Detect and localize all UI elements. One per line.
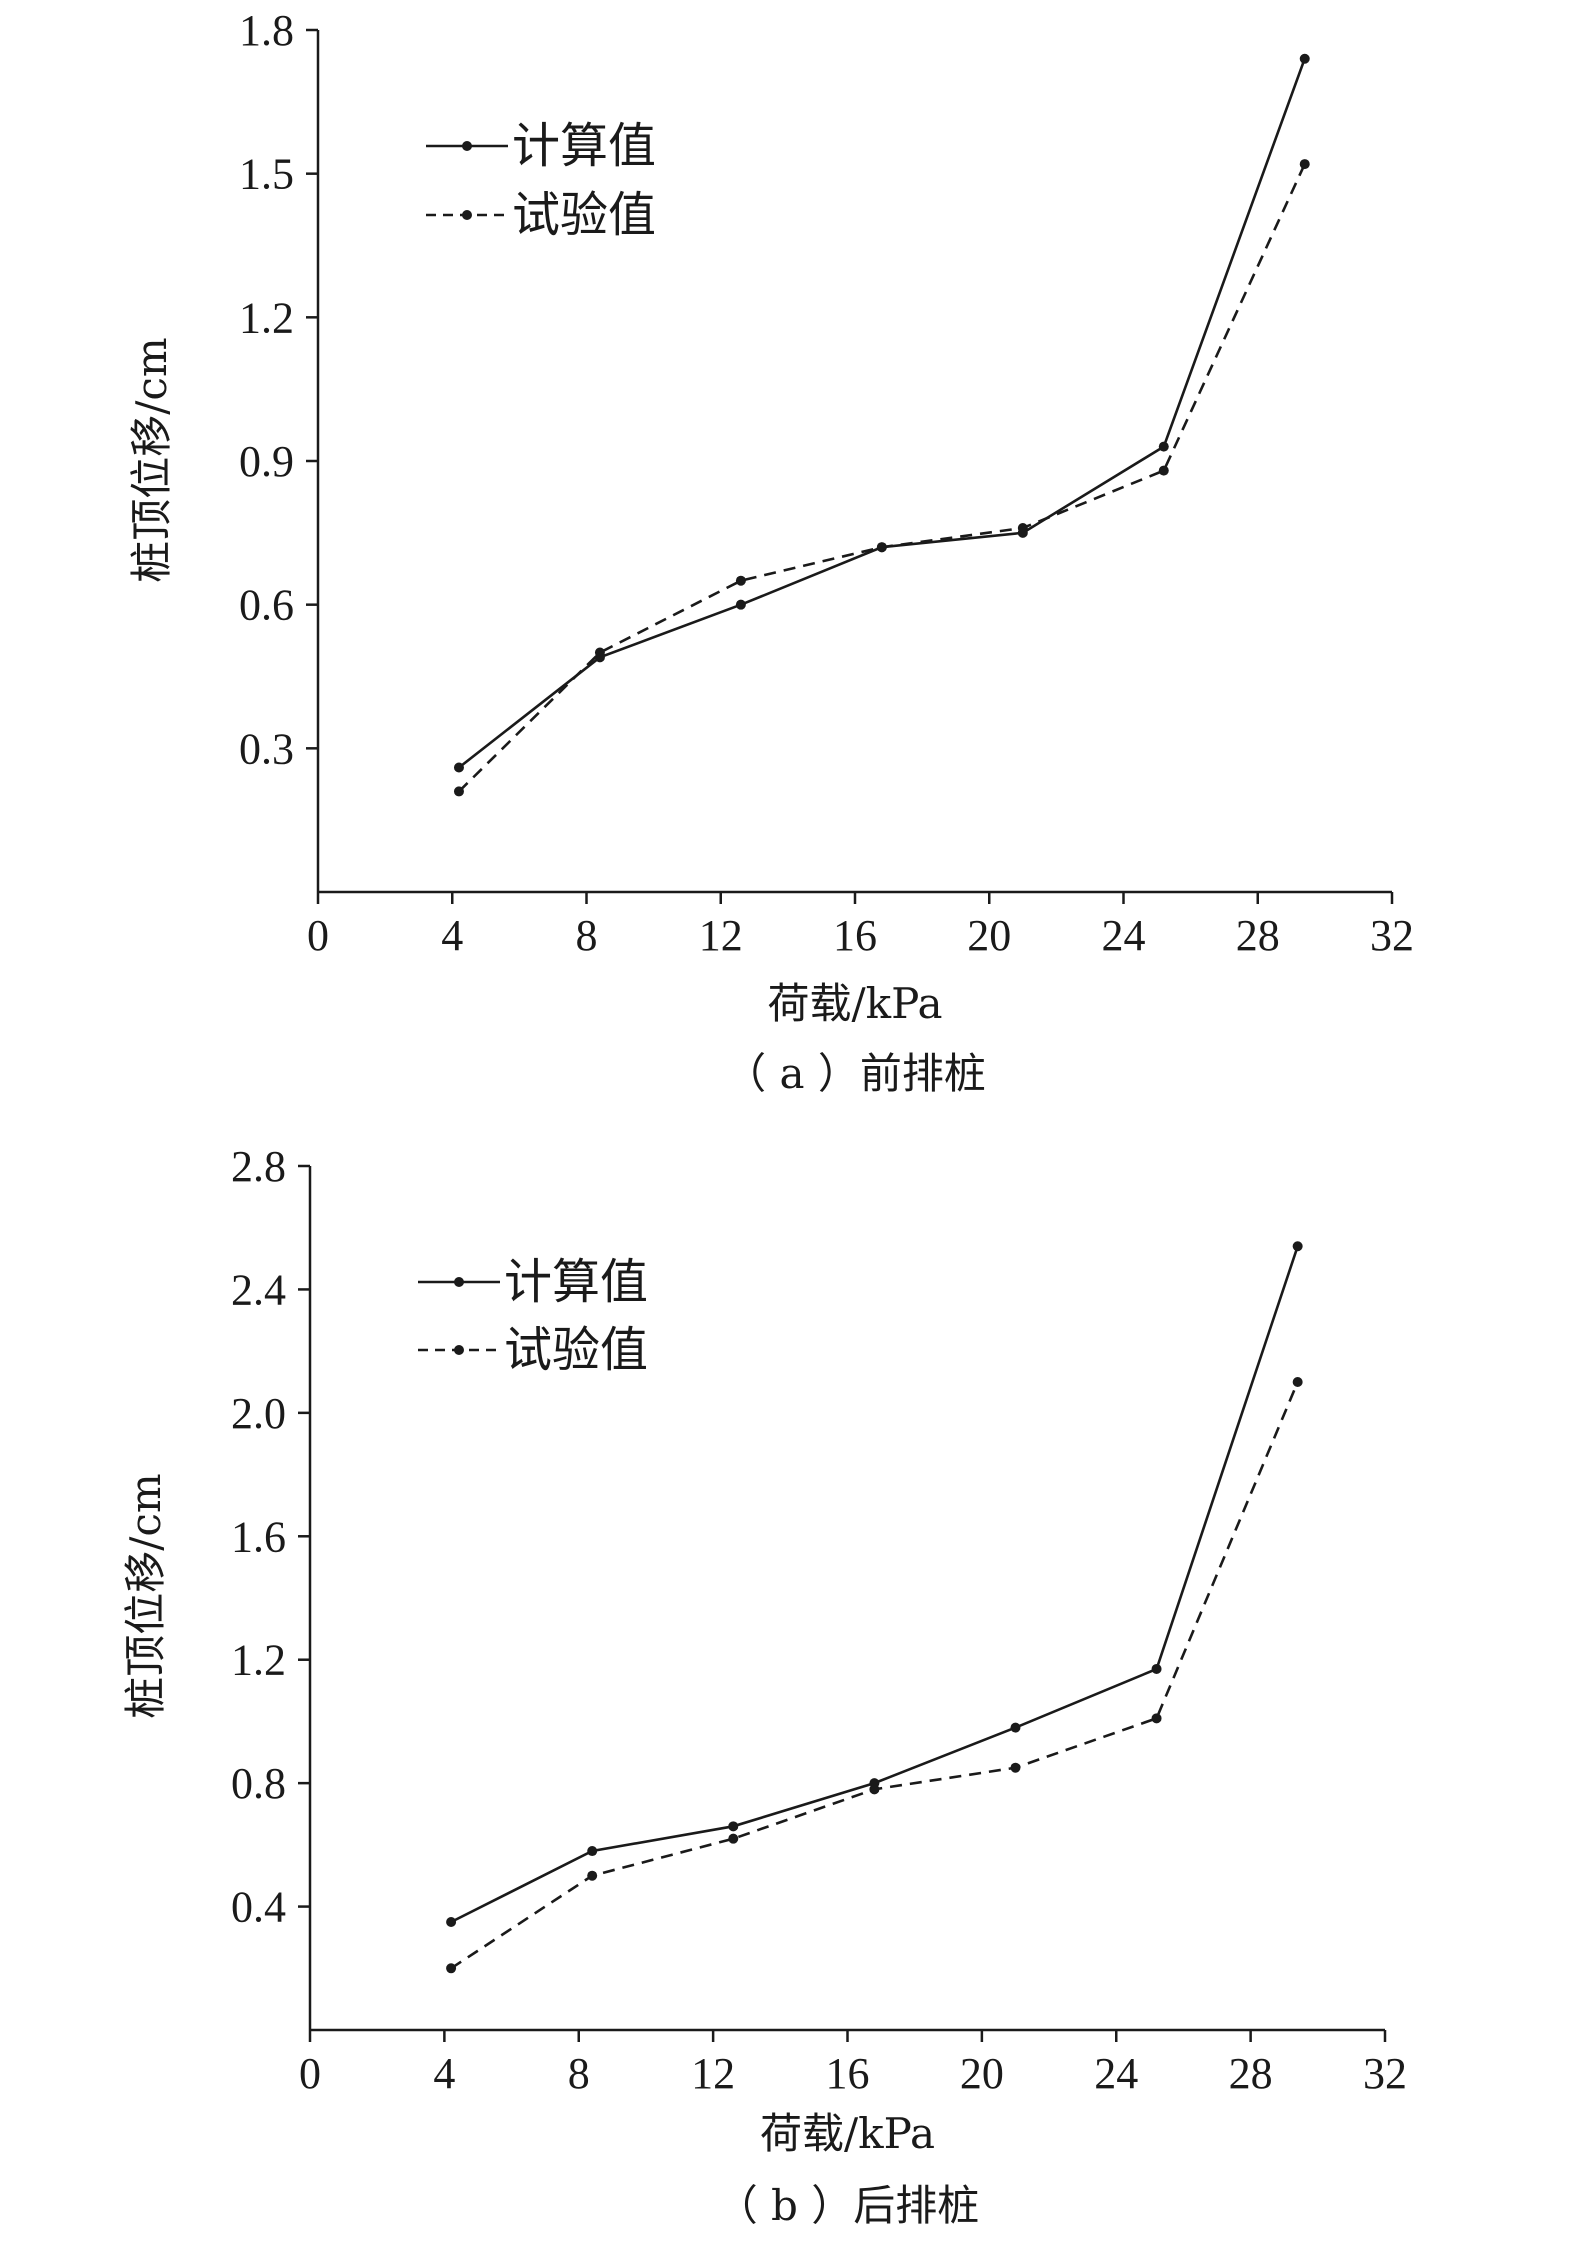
x-tick-label: 12	[691, 2049, 735, 2098]
y-tick-label: 2.0	[231, 1389, 286, 1438]
x-tick-label: 32	[1370, 911, 1414, 960]
y-tick-label: 1.2	[239, 293, 294, 342]
data-point-measured	[735, 575, 746, 586]
chart-b-svg: 0 4 8 12 16 20 24 28 32 0.4 0.8 1.2 1.6 2.0 2.4 2.8 荷载/k…	[121, 1142, 1407, 2230]
legend-label: 试验值	[504, 1322, 648, 1378]
y-tick-label: 0.9	[239, 437, 294, 486]
legend-marker-calculated	[454, 1277, 464, 1287]
x-tick-label: 16	[833, 911, 877, 960]
y-axis-title: 桩顶位移/cm	[127, 337, 176, 583]
data-point-calculated	[446, 1917, 457, 1927]
data-point-calculated	[587, 1846, 598, 1857]
y-tick-label: 1.2	[231, 1636, 286, 1685]
x-tick-label: 20	[960, 2049, 1004, 2098]
x-tick-label: 16	[826, 2049, 870, 2098]
x-tick-label: 8	[576, 911, 598, 960]
data-point-measured	[594, 647, 605, 658]
x-axis-title: 荷载/kPa	[767, 979, 942, 1028]
x-tick-label: 4	[441, 911, 463, 960]
data-point-measured	[1158, 465, 1169, 476]
y-tick-label: 0.4	[231, 1883, 286, 1932]
data-point-measured	[1292, 1377, 1303, 1387]
data-point-calculated	[1151, 1663, 1162, 1674]
x-axis-title: 荷载/kPa	[760, 2109, 935, 2158]
x-tick-label: 8	[568, 2049, 590, 2098]
chart-a-svg: 0 4 8 12 16 20 24 28 32 0.3 0.6 0.9 1.2 1.5 1.8 荷载/kPa 桩…	[127, 6, 1414, 1098]
data-point-measured	[876, 542, 887, 553]
figure-caption: （ a ）前排桩	[724, 1049, 986, 1098]
data-point-calculated	[735, 599, 746, 610]
y-tick-label: 2.4	[231, 1265, 286, 1314]
legend-label: 计算值	[512, 118, 656, 174]
legend-label: 计算值	[504, 1254, 648, 1310]
data-point-measured	[453, 786, 464, 797]
data-point-measured	[1299, 159, 1310, 170]
data-point-calculated	[1299, 53, 1310, 64]
x-tick-label: 24	[1102, 911, 1146, 960]
figure-caption: （ b ）后排桩	[716, 2181, 980, 2230]
series-line-measured	[450, 1381, 1299, 1970]
chart-panel-b: 0 4 8 12 16 20 24 28 32 0.4 0.8 1.2 1.6 2.0 2.4 2.8 荷载/k…	[0, 1128, 1575, 2256]
y-tick-label: 2.8	[231, 1142, 286, 1191]
y-tick-label: 1.8	[239, 6, 294, 55]
y-tick-label: 1.5	[239, 150, 294, 199]
y-axis-title: 桩顶位移/cm	[121, 1473, 170, 1719]
x-tick-label: 24	[1094, 2049, 1138, 2098]
data-point-measured	[728, 1833, 739, 1844]
data-point-measured	[446, 1963, 457, 1974]
data-point-calculated	[728, 1821, 739, 1832]
legend-marker-measured	[462, 210, 472, 220]
data-point-measured	[1151, 1713, 1162, 1724]
x-tick-label: 28	[1229, 2049, 1273, 2098]
data-point-measured	[1017, 523, 1028, 534]
x-tick-label: 32	[1363, 2049, 1407, 2098]
data-point-calculated	[1158, 441, 1169, 452]
x-tick-label: 4	[433, 2049, 455, 2098]
legend-label: 试验值	[512, 187, 656, 243]
y-tick-label: 0.8	[231, 1759, 286, 1808]
data-point-calculated	[1010, 1722, 1021, 1733]
y-tick-label: 0.6	[239, 581, 294, 630]
data-point-measured	[587, 1870, 598, 1881]
data-point-measured	[869, 1784, 880, 1795]
legend-marker-measured	[454, 1345, 464, 1355]
x-tick-label: 28	[1236, 911, 1280, 960]
x-tick-label: 20	[967, 911, 1011, 960]
data-point-calculated	[1292, 1241, 1303, 1252]
legend-marker-calculated	[462, 141, 472, 151]
x-tick-label: 12	[699, 911, 743, 960]
chart-panel-a: 0 4 8 12 16 20 24 28 32 0.3 0.6 0.9 1.2 1.5 1.8 荷载/kPa 桩…	[127, 6, 1414, 1098]
data-point-calculated	[453, 762, 464, 773]
data-point-measured	[1010, 1762, 1021, 1773]
x-tick-label: 0	[307, 911, 329, 960]
series-line-measured	[458, 163, 1306, 793]
x-tick-label: 0	[299, 2049, 321, 2098]
y-tick-label: 1.6	[231, 1512, 286, 1561]
y-tick-label: 0.3	[239, 724, 294, 773]
